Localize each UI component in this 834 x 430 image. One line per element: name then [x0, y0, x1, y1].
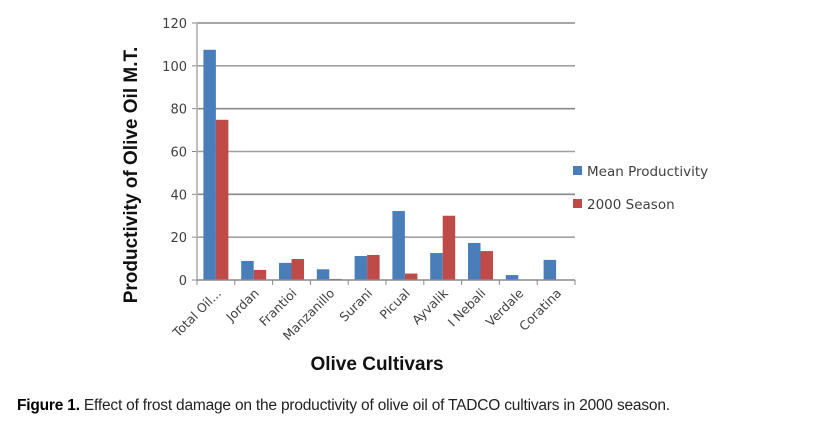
- bar-season2000-5: [404, 273, 418, 280]
- bar-season2000-7: [480, 251, 493, 280]
- legend-swatch-0: [573, 166, 582, 175]
- gridlines: [197, 22, 575, 238]
- x-tick-label: Coratina: [516, 286, 564, 334]
- x-tick-label: Picual: [376, 286, 413, 323]
- bar-mean-1: [241, 260, 254, 280]
- bar-mean-4: [354, 256, 368, 280]
- y-axis-title: Productivity of Olive Oil M.T.: [121, 47, 142, 304]
- bar-season2000-1: [253, 269, 267, 280]
- y-tick-label-60: 60: [170, 146, 187, 161]
- bar-season2000-0: [215, 119, 229, 280]
- y-axis-ticks: 0 20 40 60 80 100 120: [162, 17, 197, 289]
- bar-mean-5: [392, 211, 405, 280]
- bar-mean-7: [468, 242, 481, 280]
- legend-label-1: 2000 Season: [587, 197, 675, 213]
- y-tick-label-100: 100: [162, 60, 187, 75]
- x-tick-label: I Nebali: [445, 286, 489, 330]
- y-tick-label-20: 20: [170, 231, 187, 246]
- legend-swatch-1: [573, 199, 582, 208]
- bar-mean-6: [430, 253, 443, 280]
- bar-mean-0: [203, 49, 216, 281]
- caption-text: Effect of frost damage on the productivi…: [79, 397, 670, 414]
- bar-chart: 0 20 40 60 80 100 120 Total Oil... JordanFranti…: [121, 17, 708, 375]
- y-tick-label-0: 0: [179, 274, 187, 289]
- bar-mean-9: [543, 259, 557, 280]
- x-tick-label: Surani: [336, 286, 375, 325]
- bar-mean-3: [316, 269, 330, 280]
- bar-mean-2: [279, 262, 292, 280]
- bar-season2000-4: [367, 254, 380, 280]
- bar-season2000-6: [442, 215, 456, 280]
- x-tick-label: Total Oil...: [169, 286, 224, 341]
- x-tick-label: Ayvalik: [409, 285, 451, 327]
- figure-caption: Figure 1. Effect of frost damage on the …: [17, 397, 670, 415]
- bar-season2000-2: [291, 259, 304, 280]
- bar-mean-8: [505, 275, 519, 280]
- y-tick-label-120: 120: [162, 17, 187, 32]
- figure-label: Figure 1.: [17, 397, 80, 414]
- y-tick-label-80: 80: [170, 103, 187, 118]
- legend: Mean Productivity 2000 Season: [573, 164, 708, 213]
- x-axis-title: Olive Cultivars: [310, 354, 443, 375]
- x-axis-ticks: Total Oil... JordanFrantioiManzanilloSura…: [169, 280, 576, 343]
- legend-label-0: Mean Productivity: [587, 164, 708, 180]
- y-tick-label-40: 40: [170, 188, 187, 203]
- bars: [203, 49, 557, 281]
